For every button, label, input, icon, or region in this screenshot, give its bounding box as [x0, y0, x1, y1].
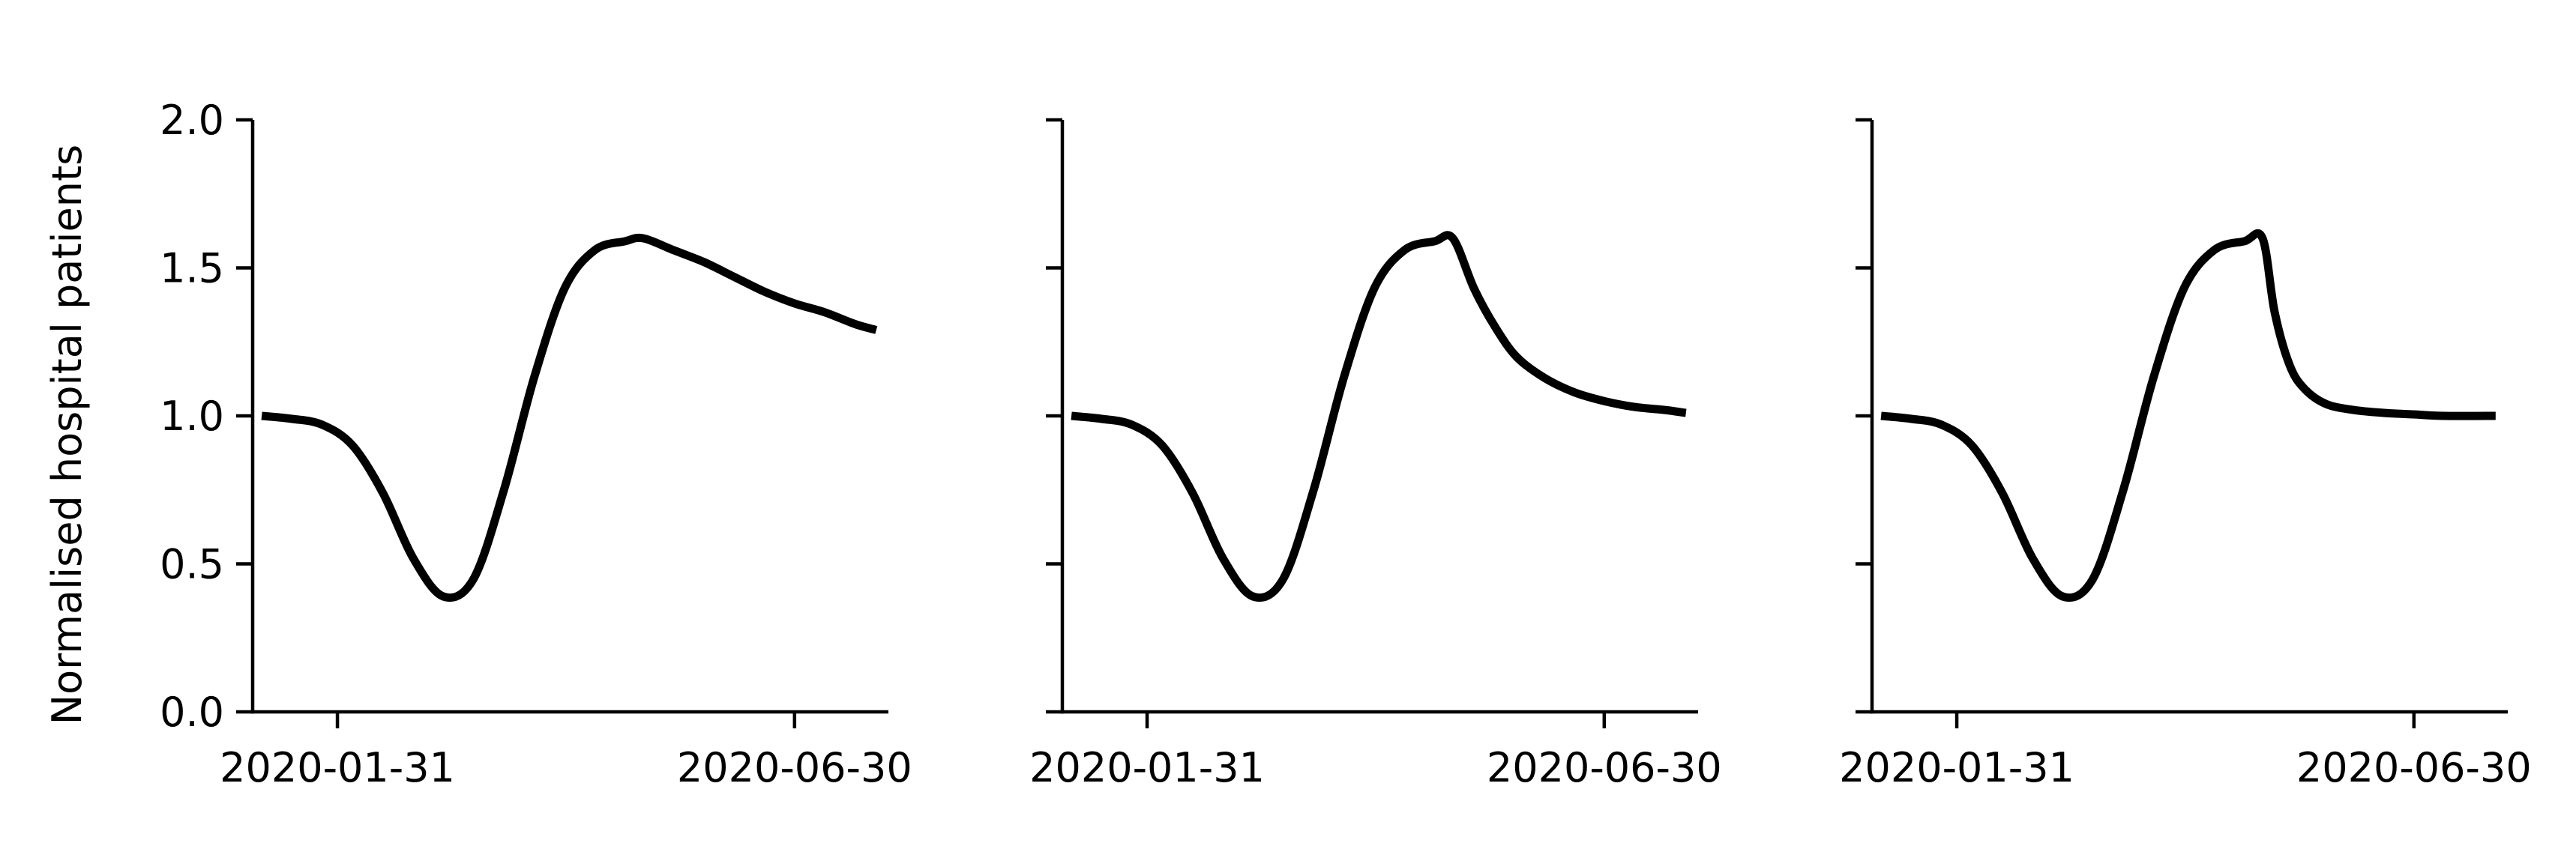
y-tick-label: 0.0 — [160, 689, 224, 736]
y-axis-label: Normalised hospital patients — [43, 145, 91, 725]
panel-3: 2020-01-31 2020-06-30 — [1839, 118, 2532, 791]
series-line — [1071, 231, 1687, 602]
y-tick-label: 2.0 — [160, 97, 224, 144]
series-line — [1880, 229, 2496, 602]
series-line — [261, 233, 878, 602]
panel-2: 2020-01-31 2020-06-30 — [1029, 118, 1722, 791]
x-tick-label: 2020-01-31 — [220, 744, 455, 791]
x-tick-label: 2020-06-30 — [677, 744, 912, 791]
x-tick-label: 2020-06-30 — [1487, 744, 1722, 791]
y-tick-label: 1.0 — [160, 393, 224, 440]
y-tick-label: 0.5 — [160, 541, 224, 588]
x-tick-label: 2020-01-31 — [1839, 744, 2074, 791]
y-tick-label: 1.5 — [160, 245, 224, 292]
panel-1: 0.0 0.5 1.0 1.5 2.0 2020-01-31 2020-06-30 — [160, 97, 912, 791]
x-tick-label: 2020-01-31 — [1029, 744, 1265, 791]
x-tick-label: 2020-06-30 — [2296, 744, 2532, 791]
